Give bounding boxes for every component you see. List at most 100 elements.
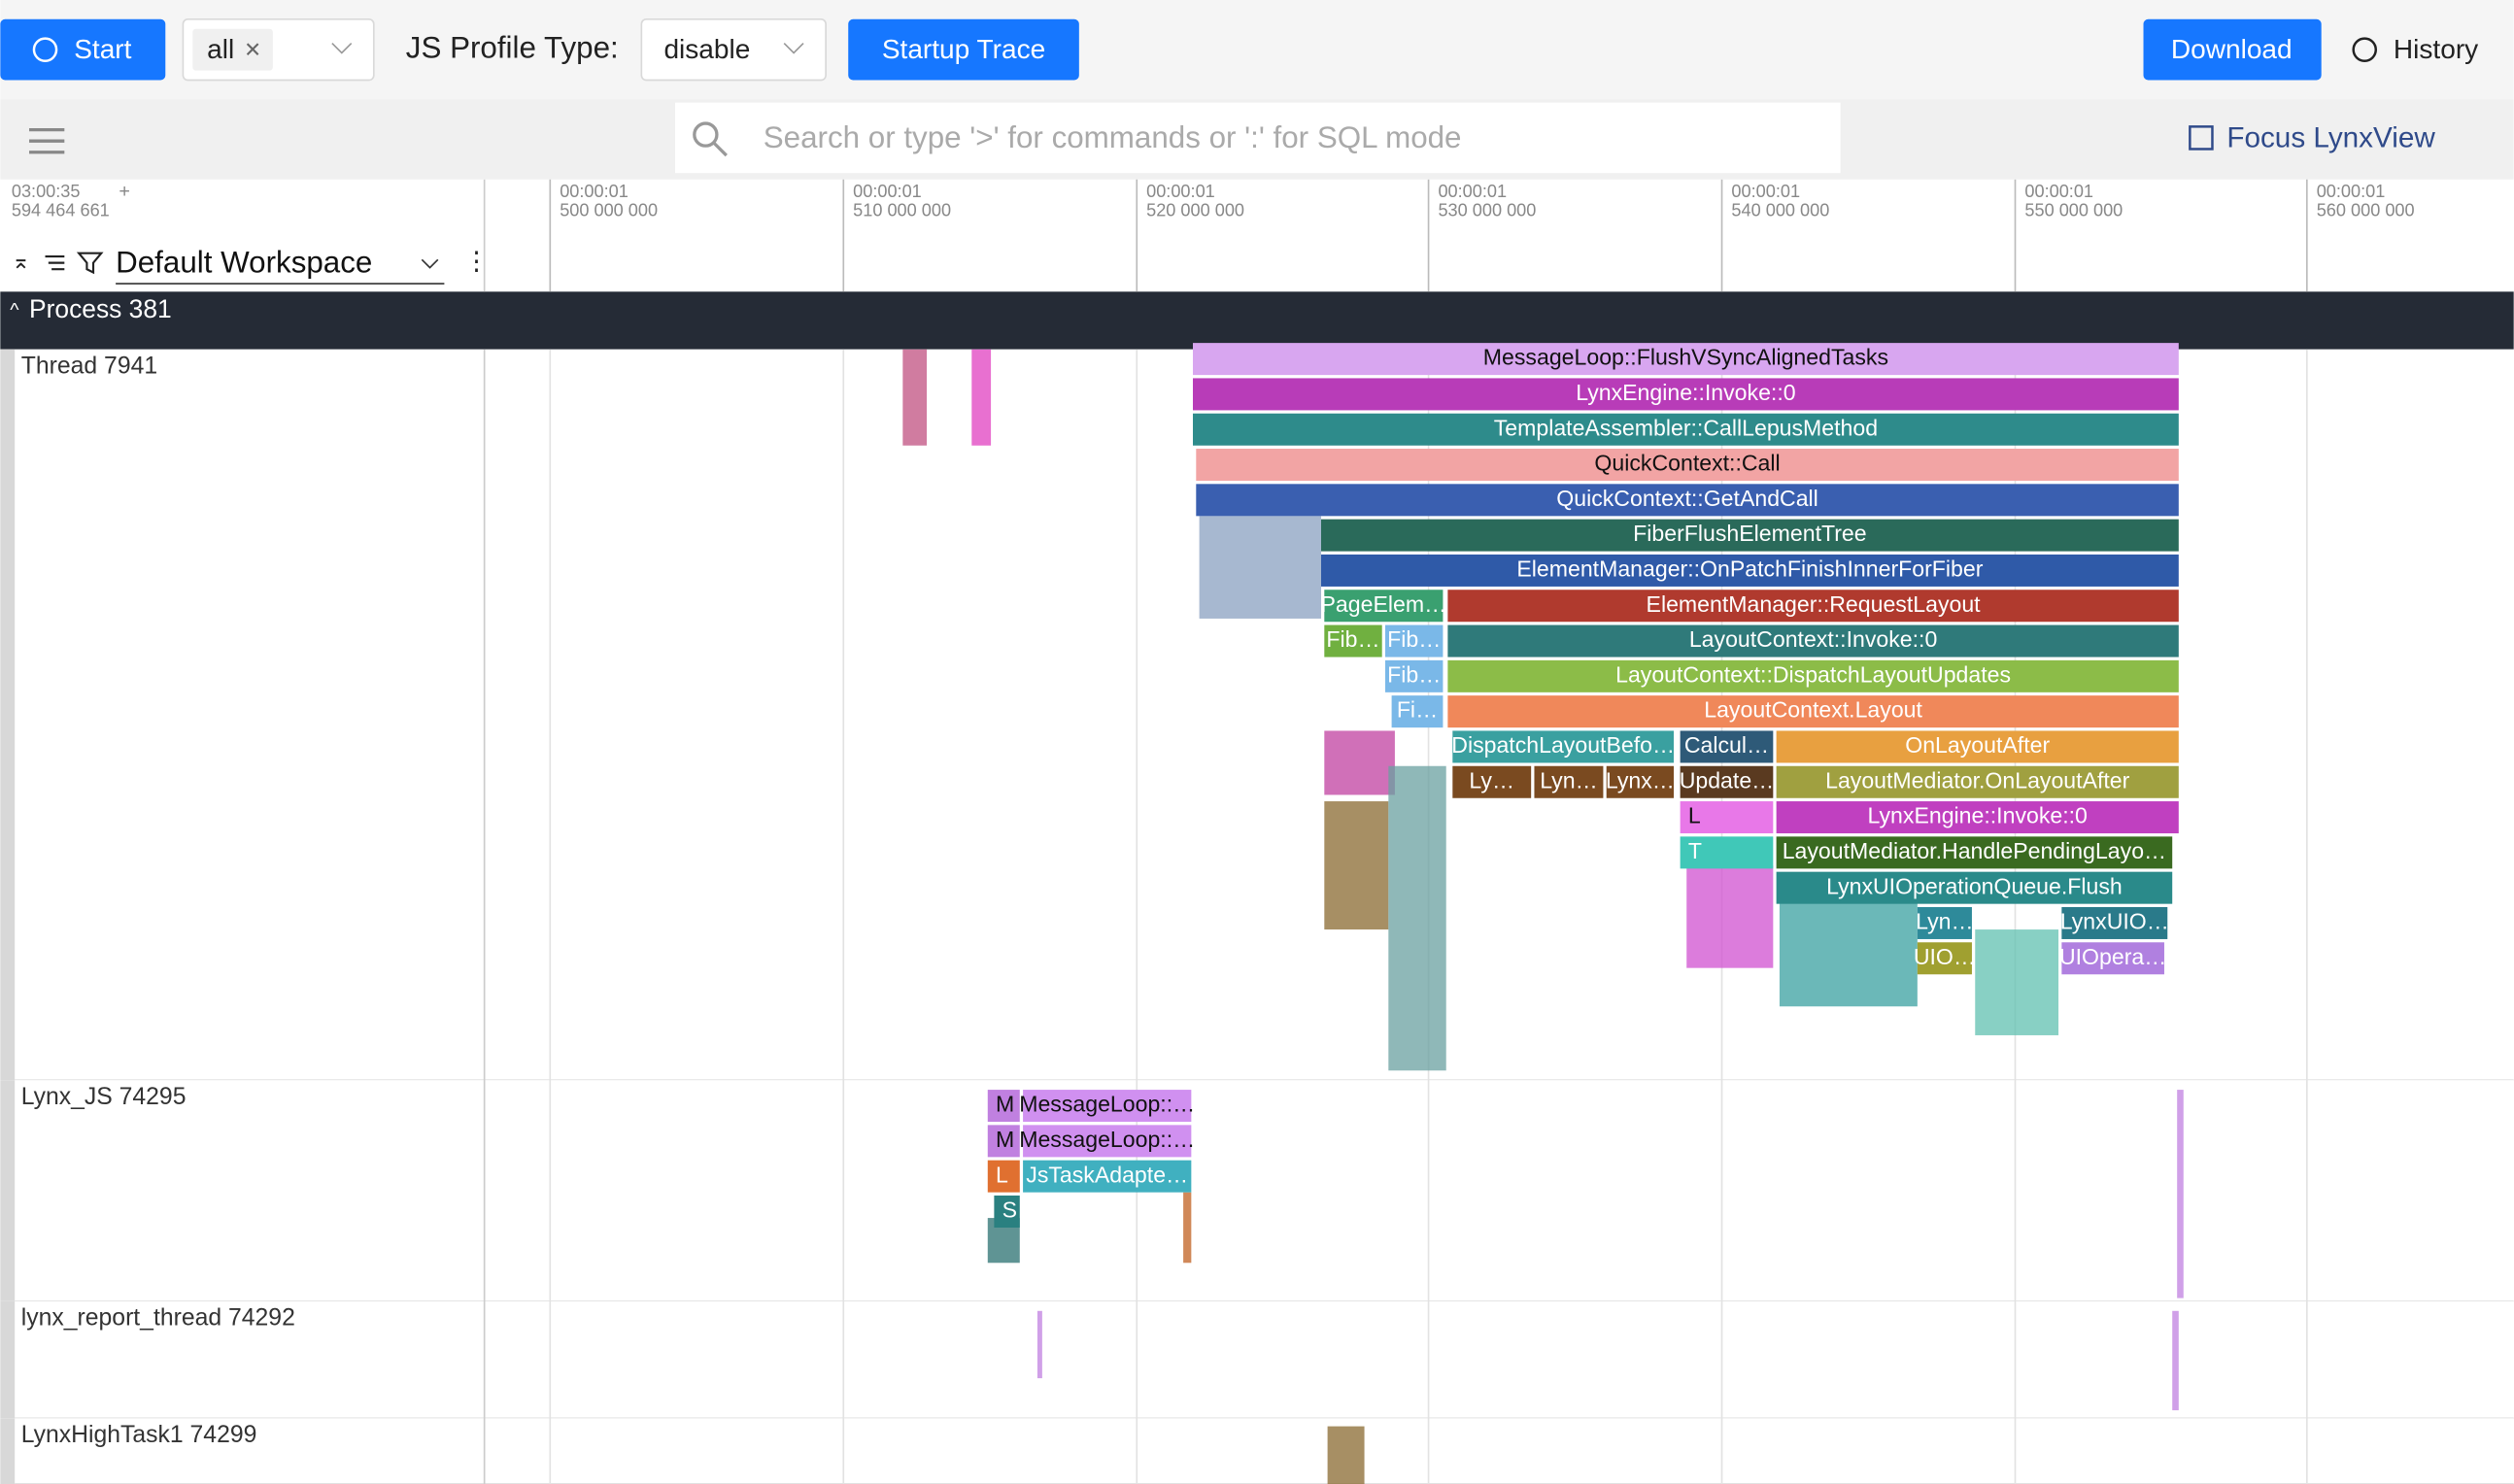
slice: [1196, 449, 2179, 482]
collapse-arrow[interactable]: ^: [10, 299, 19, 320]
sub-slices: [1779, 900, 1918, 1007]
slice: [1917, 942, 1972, 975]
history-button[interactable]: History: [2394, 34, 2478, 64]
slice: [1196, 484, 2179, 517]
startup-trace-button[interactable]: [848, 18, 1079, 81]
slice-label: DispatchLayoutBefo…: [1451, 732, 1675, 758]
slice: [1447, 695, 2179, 728]
track-gutter: [0, 1080, 16, 1301]
filter-value: all: [207, 34, 234, 64]
slice: [1385, 659, 1444, 692]
menu-icon[interactable]: [29, 128, 65, 154]
slice: [1385, 624, 1444, 658]
tick-ns: 530 000 000: [1438, 201, 1536, 220]
slice-label: S: [1002, 1197, 1017, 1223]
startup-trace-label: Startup Trace: [882, 34, 1045, 64]
thread-name: Lynx_JS 74295: [21, 1084, 187, 1110]
tick-time: 00:00:01: [560, 182, 628, 201]
tick-time: 00:00:01: [2317, 182, 2386, 201]
slice-label: Fib…: [1326, 626, 1379, 652]
process-name: Process 381: [29, 294, 172, 323]
slice: [1776, 836, 2173, 869]
slice-label: JsTaskAdapte…: [1026, 1162, 1188, 1187]
slice: [1192, 343, 2179, 376]
sub-slices: [902, 349, 928, 446]
track-gutter: [0, 1300, 16, 1419]
track-bg: [0, 1300, 2514, 1419]
origin-ns: 594 464 661: [12, 201, 110, 220]
slice-label: LynxUIO…: [2060, 909, 2169, 934]
slice: [1192, 378, 2179, 411]
search-box[interactable]: [675, 102, 1841, 174]
slice: [1776, 730, 2179, 763]
collapse-icon[interactable]: ⌅: [12, 249, 30, 274]
slice: [1023, 1125, 1192, 1158]
tick-ns: 510 000 000: [853, 201, 951, 220]
tick-time: 00:00:01: [1731, 182, 1800, 201]
slice: [1023, 1160, 1192, 1193]
workspace-select[interactable]: Default Workspace: [116, 246, 372, 280]
sub-slices: [1183, 1192, 1192, 1264]
sub-slices: [2177, 1090, 2184, 1298]
slice-label: QuickContext::GetAndCall: [1556, 486, 1818, 511]
slice: [1917, 906, 1972, 939]
thread-name: LynxHighTask1 74299: [21, 1422, 257, 1448]
slice-label: MessageLoop::FlushVSyncAlignedTasks: [1483, 345, 1888, 370]
sub-slices: [1388, 765, 1446, 1071]
start-button[interactable]: [0, 18, 166, 81]
profile-select[interactable]: [640, 17, 827, 82]
sub-slices: [1975, 929, 2059, 1035]
slice-label: LayoutMediator.HandlePendingLayo…: [1783, 838, 2166, 863]
slice: [1324, 590, 1444, 623]
slice-label: M: [996, 1127, 1014, 1152]
sub-slices: [1324, 730, 1395, 795]
slice-label: PageElem…: [1321, 591, 1447, 617]
tick-ns: 540 000 000: [1731, 201, 1829, 220]
slice: [1321, 519, 2179, 552]
focus-button[interactable]: Focus LynxView: [2226, 121, 2435, 153]
slice: [1023, 1090, 1192, 1123]
slice-label: Lyn…: [1916, 909, 1973, 934]
slice-label: Lyn…: [1540, 767, 1597, 793]
slice-label: Update…: [1680, 767, 1775, 793]
tick-ns: 560 000 000: [2317, 201, 2415, 220]
filter-tag: [192, 28, 273, 71]
slice: [1447, 659, 2179, 692]
more-icon[interactable]: ⋮: [463, 247, 489, 276]
slice: [1324, 624, 1382, 658]
filter-icon[interactable]: [76, 252, 104, 275]
slice-label: ElementManager::RequestLayout: [1647, 591, 1982, 617]
slice-label: ElementManager::OnPatchFinishInnerForFib…: [1516, 556, 1983, 582]
slice-label: LynxEngine::Invoke::0: [1868, 803, 2088, 828]
slice: [1192, 413, 2179, 446]
slice: [1680, 730, 1774, 763]
slice: [987, 1160, 1020, 1193]
tick-time: 00:00:01: [2024, 182, 2093, 201]
chevron: [783, 42, 804, 54]
slice: [1321, 554, 2179, 587]
slice-label: TemplateAssembler::CallLepusMethod: [1494, 415, 1878, 440]
track-bg: [0, 1418, 2514, 1484]
history-icon: [2352, 37, 2378, 62]
slice-label: QuickContext::Call: [1594, 451, 1780, 476]
slice: [1452, 730, 1675, 763]
add-marker[interactable]: +: [119, 181, 130, 202]
slice-label: UIO…: [1914, 944, 1976, 969]
sort-icon[interactable]: [45, 254, 65, 271]
profile-value: disable: [663, 34, 750, 64]
tag-close[interactable]: ✕: [244, 38, 261, 61]
slice: [1776, 801, 2179, 834]
thread-name: Thread 7941: [21, 353, 157, 379]
slice-label: Fib…: [1387, 661, 1441, 687]
profile-label: JS Profile Type:: [406, 30, 619, 64]
sub-slices: [1199, 516, 1322, 619]
slice: [987, 1090, 1020, 1123]
slice: [1776, 765, 2179, 798]
sub-slices: [1327, 1426, 1365, 1484]
slice-label: MessageLoop::…: [1019, 1127, 1195, 1152]
slice-label: MessageLoop::…: [1019, 1092, 1195, 1117]
slice: [1534, 765, 1604, 798]
chevron: [331, 42, 353, 54]
download-button[interactable]: [2143, 18, 2322, 81]
search-placeholder: Search or type '>' for commands or ':' f…: [764, 120, 1462, 154]
